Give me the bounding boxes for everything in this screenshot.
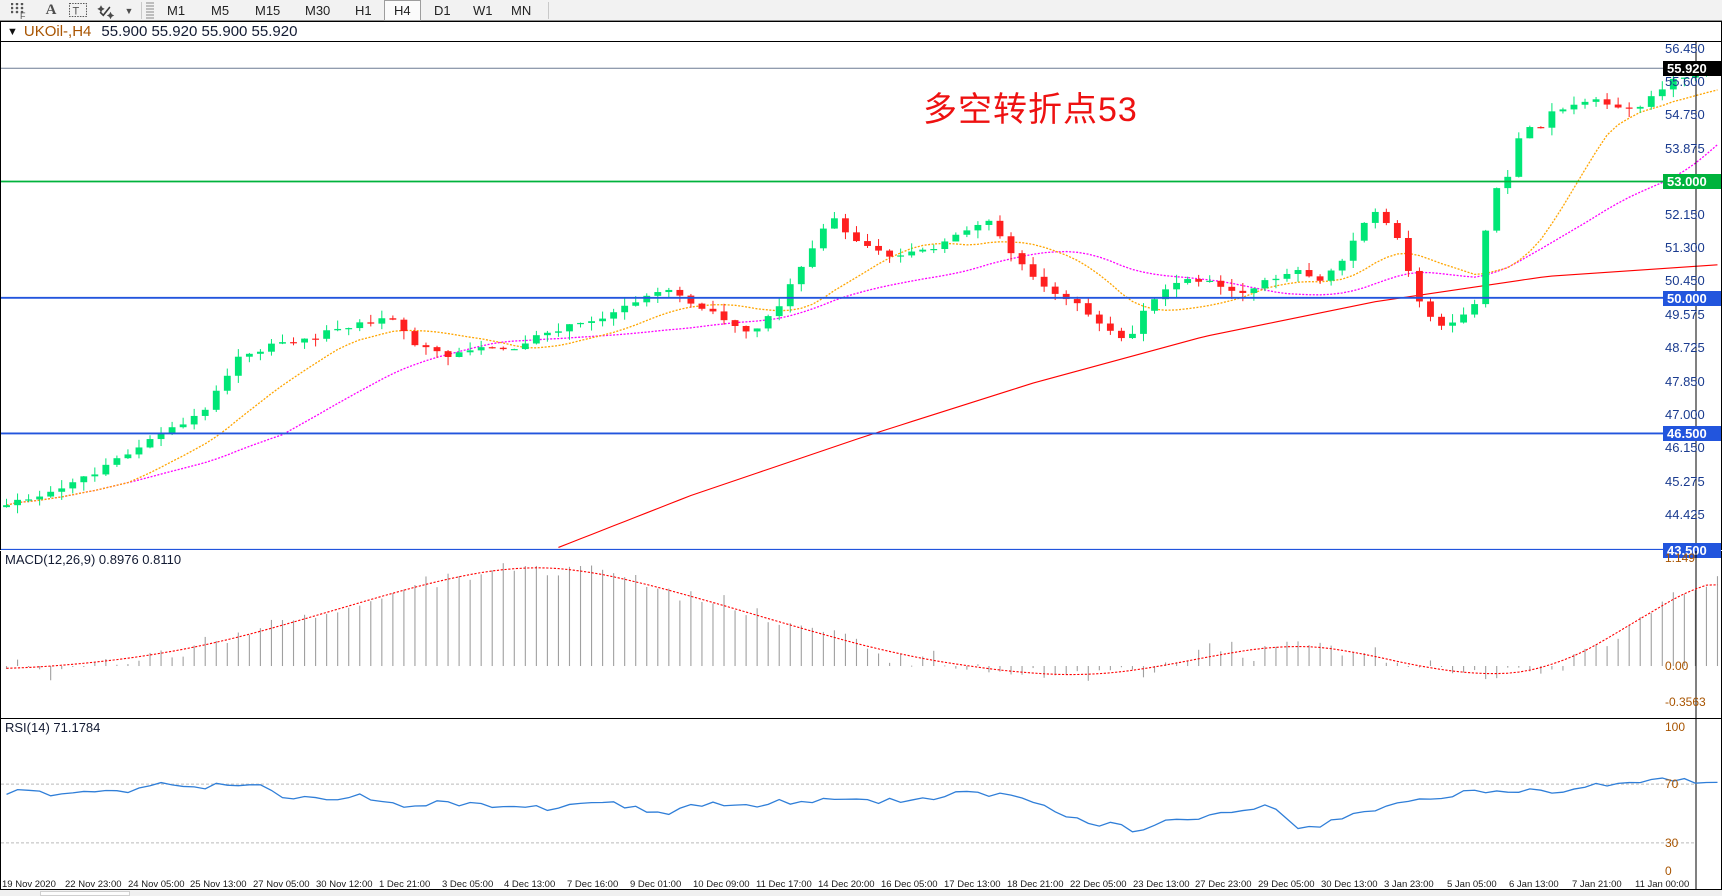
svg-text:F: F bbox=[20, 11, 26, 19]
svg-text:T: T bbox=[73, 5, 80, 17]
